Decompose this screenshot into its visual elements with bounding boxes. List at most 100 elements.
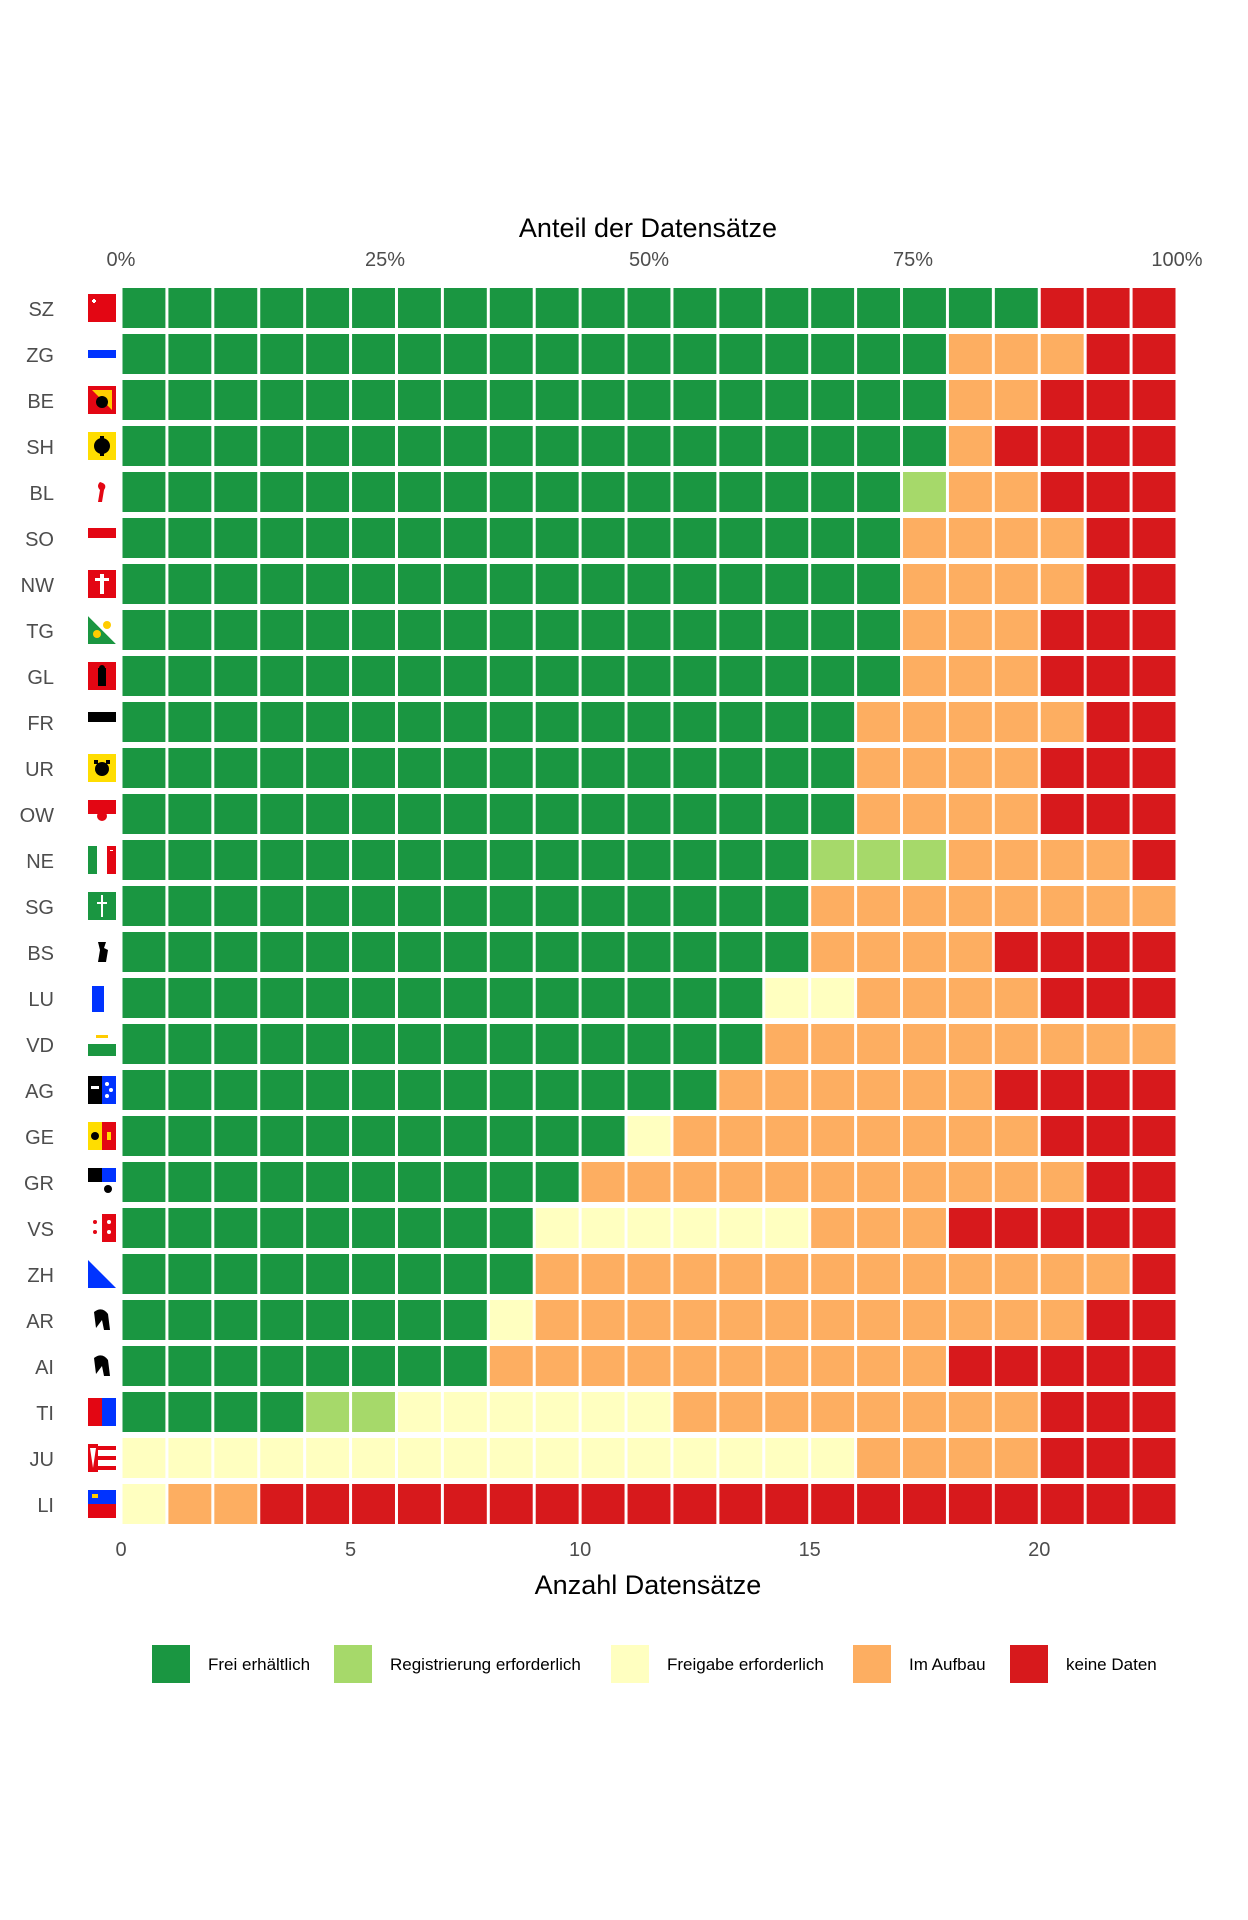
bar-fr-1-6 — [352, 702, 395, 742]
bar-tg-1-8 — [443, 610, 487, 650]
bar-ow-1-4 — [260, 794, 304, 834]
bar-ur-1-14 — [719, 748, 763, 788]
bar-lu-1-10 — [535, 978, 579, 1018]
bar-ur-5-2 — [1086, 748, 1130, 788]
bar-bs-1-7 — [397, 932, 441, 972]
bar-ur-1-5 — [306, 748, 350, 788]
bar-bl-1-5 — [306, 472, 350, 512]
bar-li-4-1 — [168, 1484, 212, 1524]
bar-so-1-16 — [811, 518, 855, 558]
bar-vd-1-2 — [168, 1024, 212, 1064]
bar-vs-1-2 — [168, 1208, 212, 1248]
bar-gr-4-1 — [581, 1162, 625, 1202]
bar-bs-1-3 — [214, 932, 258, 972]
bar-ti-1-3 — [214, 1392, 258, 1432]
flag-shape — [93, 1230, 97, 1234]
bar-sh-1-10 — [535, 426, 579, 466]
bar-bl-1-10 — [535, 472, 579, 512]
bar-ti-4-1 — [673, 1392, 717, 1432]
bar-so-1-7 — [397, 518, 441, 558]
flag-sz-icon — [88, 294, 116, 322]
bar-lu-1-9 — [489, 978, 533, 1018]
bar-sh-5-3 — [1086, 426, 1130, 466]
bar-vd-1-4 — [260, 1024, 304, 1064]
flag-shape — [96, 396, 108, 408]
flag-shape — [106, 760, 110, 764]
bar-ge-4-8 — [994, 1116, 1038, 1156]
bar-ge-1-4 — [260, 1116, 304, 1156]
bar-vd-1-7 — [397, 1024, 441, 1064]
bar-bl-1-1 — [122, 472, 166, 512]
bar-sz-1-14 — [719, 288, 763, 328]
bar-vd-1-12 — [627, 1024, 671, 1064]
bar-ju-3-7 — [397, 1438, 441, 1478]
bar-ne-1-14 — [719, 840, 763, 880]
bar-fr-4-1 — [857, 702, 901, 742]
bar-ow-1-10 — [535, 794, 579, 834]
bar-ne-1-12 — [627, 840, 671, 880]
bar-so-5-2 — [1132, 518, 1176, 558]
bar-nw-4-3 — [994, 564, 1038, 604]
bar-fr-1-15 — [765, 702, 809, 742]
bar-vs-1-7 — [397, 1208, 441, 1248]
bar-ne-2-2 — [857, 840, 901, 880]
bar-nw-1-11 — [581, 564, 625, 604]
row-label-ar: AR — [26, 1311, 54, 1333]
bar-ti-5-2 — [1086, 1392, 1130, 1432]
bar-fr-1-9 — [489, 702, 533, 742]
bar-ai-4-1 — [489, 1346, 533, 1386]
bar-tg-1-3 — [214, 610, 258, 650]
bar-gl-1-10 — [535, 656, 579, 696]
bar-bl-1-12 — [627, 472, 671, 512]
bar-bs-4-3 — [903, 932, 946, 972]
bar-be-1-3 — [214, 380, 258, 420]
bar-sh-1-12 — [627, 426, 671, 466]
bar-zg-1-3 — [214, 334, 258, 374]
row-label-fr: FR — [27, 713, 54, 735]
bar-sz-1-20 — [994, 288, 1038, 328]
bar-ne-5-1 — [1132, 840, 1176, 880]
bar-ar-1-8 — [443, 1300, 487, 1340]
row-label-ur: UR — [25, 759, 54, 781]
bar-ar-4-3 — [627, 1300, 671, 1340]
bar-ar-4-1 — [535, 1300, 579, 1340]
bar-gr-1-7 — [397, 1162, 441, 1202]
bar-nw-1-8 — [443, 564, 487, 604]
bar-sg-4-1 — [811, 886, 855, 926]
bar-nw-1-1 — [122, 564, 166, 604]
bar-lu-3-2 — [811, 978, 855, 1018]
bar-gl-1-1 — [122, 656, 166, 696]
bar-be-1-4 — [260, 380, 304, 420]
bar-fr-1-3 — [214, 702, 258, 742]
bar-bs-1-15 — [765, 932, 809, 972]
bar-bs-5-2 — [1040, 932, 1084, 972]
bar-zg-4-1 — [948, 334, 992, 374]
bar-fr-1-10 — [535, 702, 579, 742]
bottom-tick-label-2: 10 — [569, 1539, 591, 1561]
flags-layer — [88, 294, 116, 1518]
flag-zg-icon — [88, 350, 116, 358]
bar-gr-1-9 — [489, 1162, 533, 1202]
bar-gl-4-1 — [903, 656, 946, 696]
bar-li-4-2 — [214, 1484, 258, 1524]
bar-ag-5-1 — [994, 1070, 1038, 1110]
bar-sz-1-1 — [122, 288, 166, 328]
row-label-bs: BS — [27, 943, 54, 965]
row-label-vs: VS — [27, 1219, 54, 1241]
bar-bs-4-1 — [811, 932, 855, 972]
bar-ag-4-3 — [811, 1070, 855, 1110]
bar-vs-5-2 — [994, 1208, 1038, 1248]
bar-ow-4-4 — [994, 794, 1038, 834]
bar-vd-4-3 — [857, 1024, 901, 1064]
flag-shape — [105, 1094, 109, 1098]
flag-shape — [105, 1082, 109, 1086]
bar-ow-1-14 — [719, 794, 763, 834]
bar-ti-4-6 — [903, 1392, 946, 1432]
bar-ne-1-2 — [168, 840, 212, 880]
bar-zg-1-12 — [627, 334, 671, 374]
flag-shape — [103, 621, 111, 629]
bar-bl-1-13 — [673, 472, 717, 512]
bar-sg-4-2 — [857, 886, 901, 926]
bar-gr-4-4 — [719, 1162, 763, 1202]
bar-ar-4-2 — [581, 1300, 625, 1340]
